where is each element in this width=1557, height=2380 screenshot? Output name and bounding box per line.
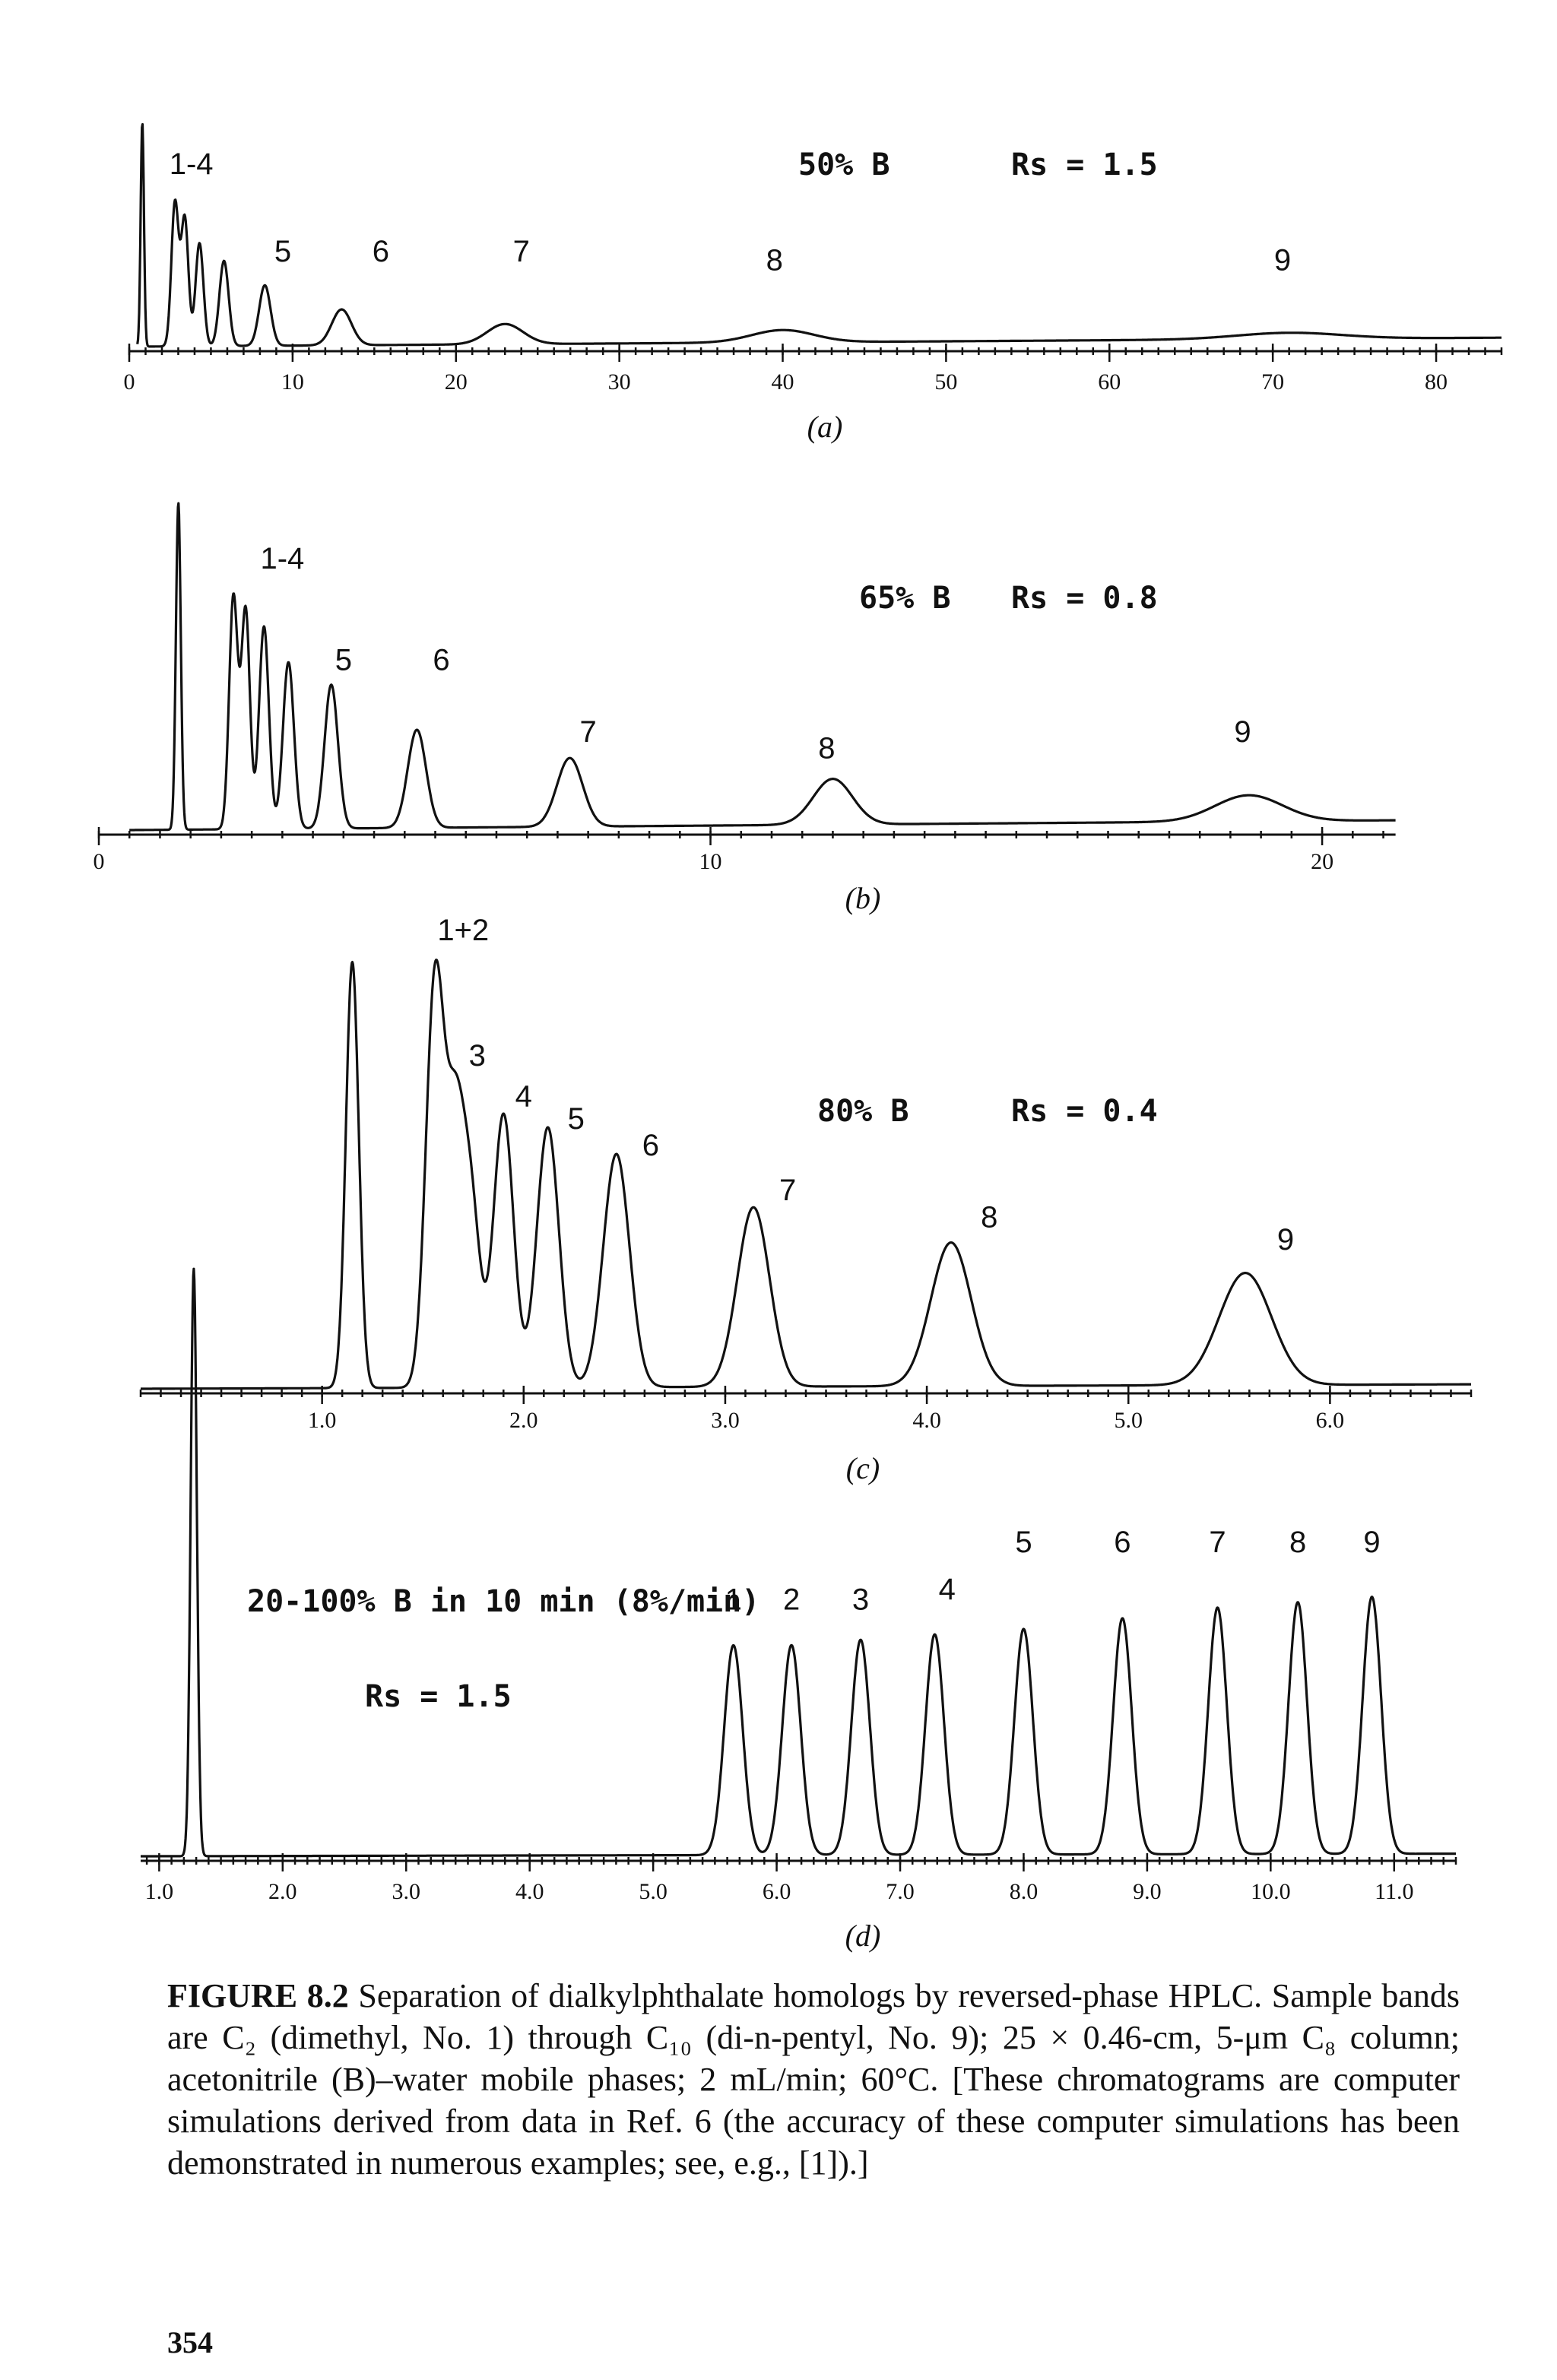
peak-label: 6 <box>433 643 449 677</box>
page-number: 354 <box>167 2325 213 2359</box>
peak-label: 9 <box>1363 1526 1380 1559</box>
chromatogram-panel-c: 1.0 2.0 3.0 4.0 5.0 6.0 1+2 34 5 6 7 8 9 80% B Rs = 0.… <box>139 914 1473 1485</box>
peak-label: 8 <box>766 244 783 277</box>
figure-caption: FIGURE 8.2 Separation of dialkylphthalat… <box>167 1975 1460 2184</box>
peak-label: 5 <box>335 643 352 677</box>
chromatogram-panel-d: 1.0 2.0 3.0 4.0 5.0 6.0 7.0 8.0 9.0 10.0 11.0 1 2 3 4 5… <box>140 1267 1457 1953</box>
x-tick-label: 0 <box>94 849 105 874</box>
chromatogram-trace <box>136 122 1502 348</box>
panel-letter: (a) <box>807 410 843 444</box>
x-tick-label: 3.0 <box>711 1408 740 1433</box>
peak-label: 7 <box>1209 1526 1226 1559</box>
x-tick-label: 2.0 <box>509 1408 538 1433</box>
mobile-phase-label: 20-100% B in 10 min (8%/min) <box>247 1584 759 1619</box>
peak-label: 5 <box>1015 1526 1032 1559</box>
x-tick-label: 10.0 <box>1251 1879 1291 1904</box>
peak-label: 1-4 <box>170 147 214 181</box>
chromatogram-trace <box>128 502 1397 832</box>
x-tick-label: 50 <box>934 369 957 395</box>
x-tick-label: 7.0 <box>886 1879 915 1904</box>
x-tick-label: 9.0 <box>1133 1879 1162 1904</box>
x-tick-label: 11.0 <box>1375 1879 1413 1904</box>
caption-text: Separation of dialkylphthalate homologs … <box>167 1977 1460 2182</box>
panel-letter: (c) <box>846 1451 880 1485</box>
x-tick-label: 0 <box>124 369 135 395</box>
peak-label: 5 <box>274 235 291 268</box>
peak-label: 2 <box>783 1583 800 1617</box>
mobile-phase-label: 65% B <box>859 581 950 616</box>
peak-label: 6 <box>642 1129 659 1162</box>
resolution-label: Rs = 1.5 <box>1011 147 1158 182</box>
peak-label: 8 <box>818 731 835 765</box>
resolution-label: Rs = 1.5 <box>365 1679 512 1714</box>
peak-label: 9 <box>1274 244 1291 277</box>
x-tick-label: 40 <box>772 369 794 395</box>
x-tick-label: 80 <box>1425 369 1448 395</box>
resolution-label: Rs = 0.4 <box>1011 1094 1158 1129</box>
peak-label: 7 <box>513 235 530 268</box>
x-tick-label: 6.0 <box>763 1879 791 1904</box>
x-tick-label: 5.0 <box>639 1879 668 1904</box>
panel-letter: (b) <box>845 881 881 915</box>
x-tick-label: 4.0 <box>912 1408 941 1433</box>
peak-label: 9 <box>1277 1223 1294 1257</box>
chromatogram-panel-a: 0 10 20 30 40 50 60 70 80 1-4 5 6 7 8 9 50% B Rs = 1.5 (a… <box>124 122 1503 444</box>
peak-label: 8 <box>981 1201 997 1234</box>
peak-label: 1-4 <box>260 542 304 575</box>
x-tick-label: 3.0 <box>392 1879 420 1904</box>
peak-label: 1+2 <box>437 914 489 947</box>
x-tick-label: 1.0 <box>145 1879 174 1904</box>
x-tick-label: 10 <box>281 369 304 395</box>
chromatogram-trace <box>140 1267 1457 1858</box>
x-tick-label: 20 <box>1311 849 1333 874</box>
peak-label: 1 <box>725 1583 742 1617</box>
mobile-phase-label: 80% B <box>817 1094 909 1129</box>
mobile-phase-label: 50% B <box>798 147 889 182</box>
chromatogram-panel-b: 0 10 20 1-4 5 6 7 8 9 65% B Rs = 0.8 (b) <box>94 502 1397 915</box>
x-tick-label: 4.0 <box>515 1879 544 1904</box>
peak-label: 7 <box>779 1174 796 1207</box>
peak-label: 5 <box>568 1102 585 1136</box>
peak-label: 3 <box>852 1583 869 1617</box>
peak-label: 4 <box>939 1573 956 1606</box>
x-tick-label: 1.0 <box>308 1408 337 1433</box>
x-tick-label: 5.0 <box>1114 1408 1143 1433</box>
x-tick-label: 60 <box>1098 369 1121 395</box>
x-tick-label: 2.0 <box>268 1879 297 1904</box>
chromatogram-figure: 0 10 20 30 40 50 60 70 801-45 6 7 8 950% B Rs = 1.5(a… <box>94 122 1503 1953</box>
peak-label: 6 <box>373 235 389 268</box>
x-tick-label: 6.0 <box>1316 1408 1345 1433</box>
x-tick-label: 10 <box>699 849 722 874</box>
x-tick-label: 70 <box>1261 369 1284 395</box>
peak-label: 3 <box>469 1039 486 1073</box>
x-tick-label: 30 <box>608 369 631 395</box>
chromatogram-trace <box>140 959 1472 1390</box>
peak-label: 4 <box>515 1079 532 1113</box>
x-tick-label: 8.0 <box>1010 1879 1039 1904</box>
peak-label: 8 <box>1289 1526 1306 1559</box>
peak-label: 9 <box>1234 715 1251 749</box>
peak-label: 7 <box>580 715 597 749</box>
peak-label: 6 <box>1114 1526 1130 1559</box>
figure-label: FIGURE 8.2 <box>167 1977 349 2014</box>
panel-letter: (d) <box>845 1919 881 1953</box>
resolution-label: Rs = 0.8 <box>1011 581 1158 616</box>
x-tick-label: 20 <box>445 369 468 395</box>
